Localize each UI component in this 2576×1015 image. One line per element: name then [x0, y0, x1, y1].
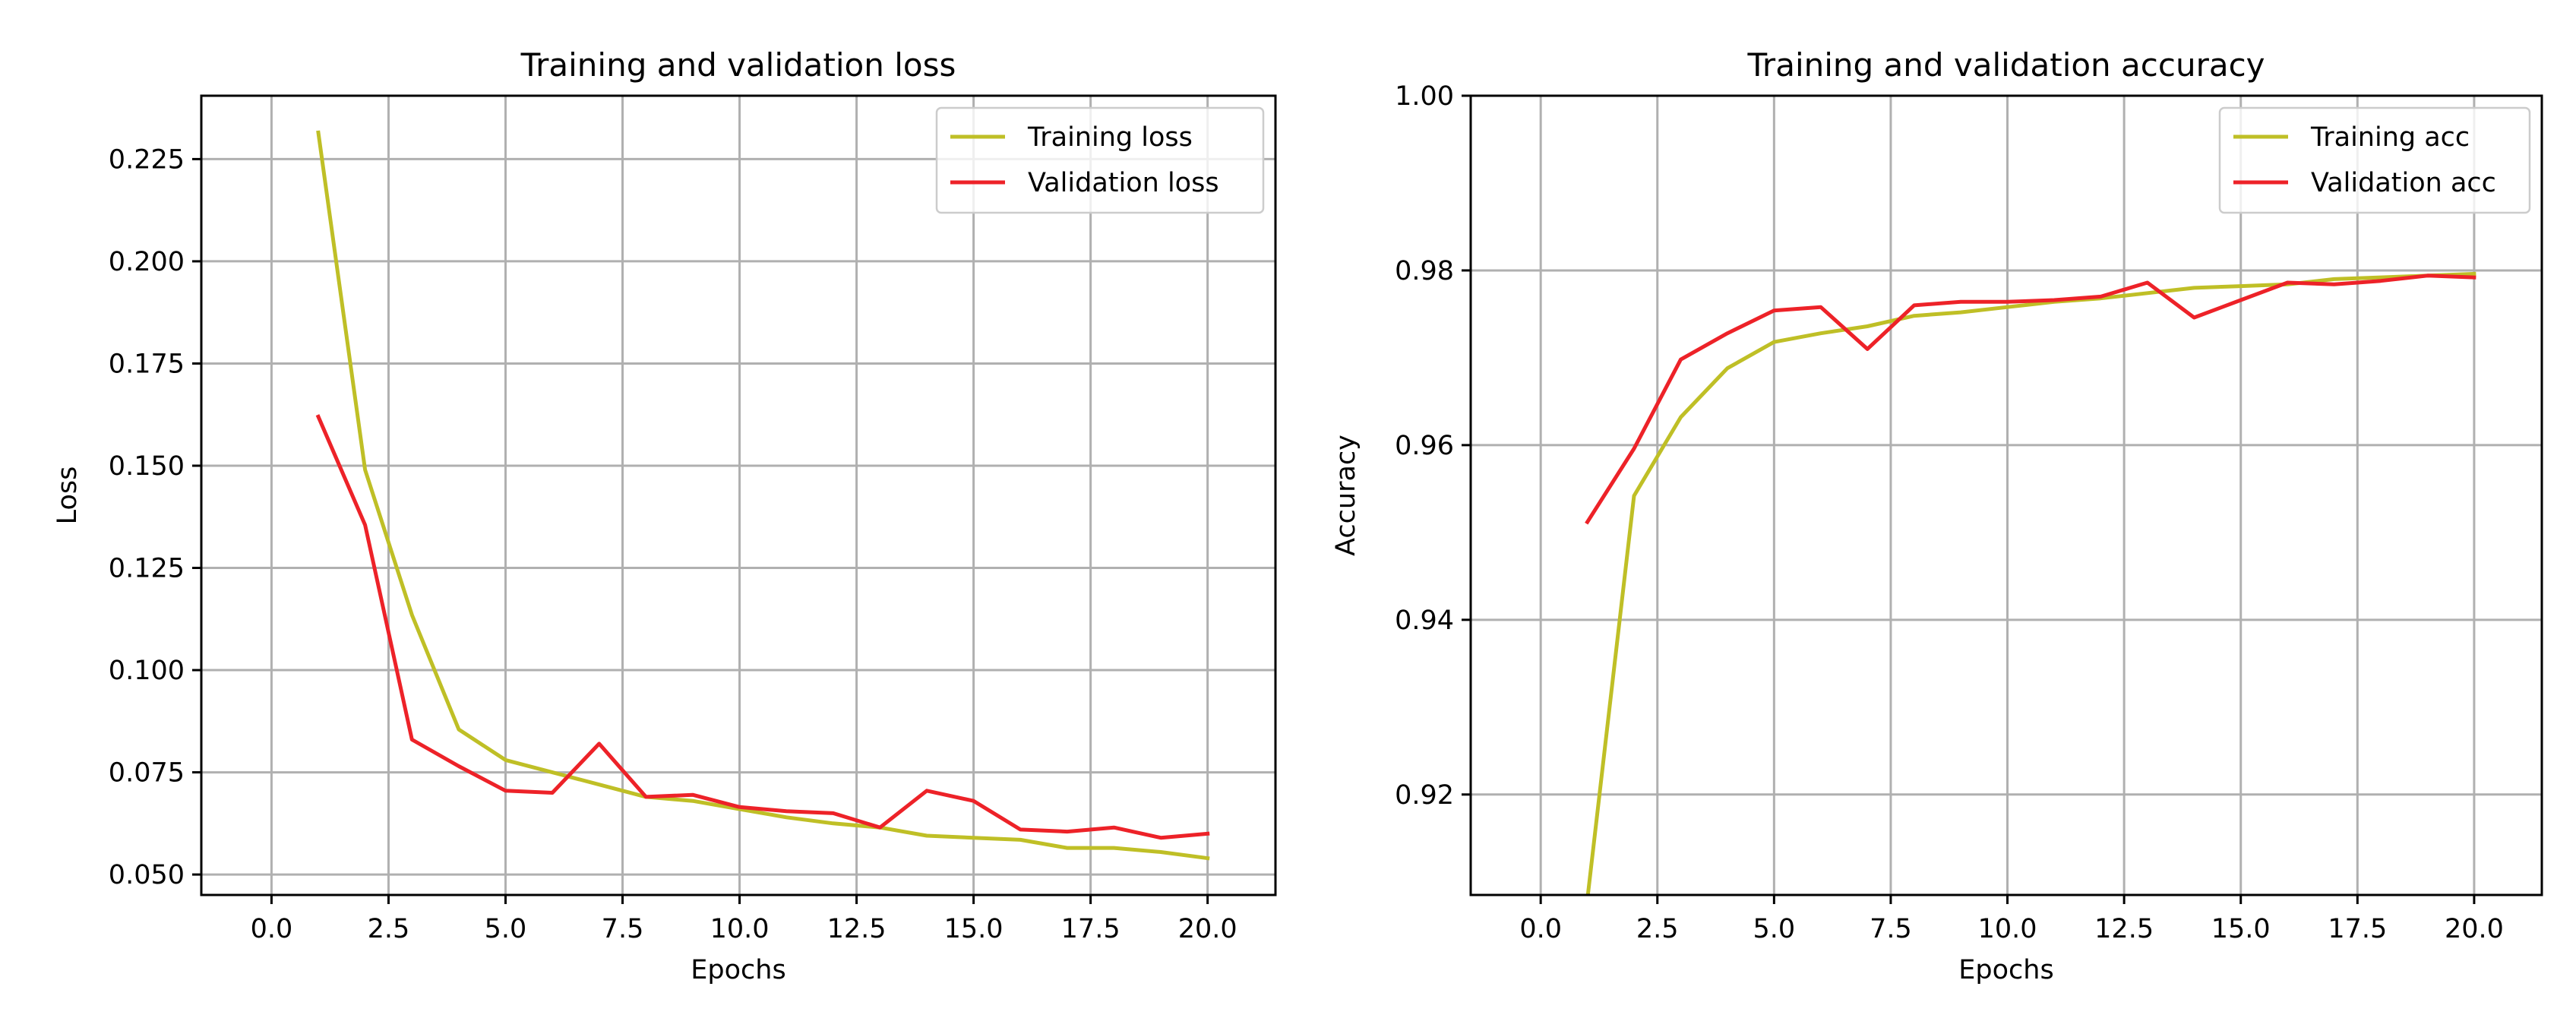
- y-tick-label: 0.175: [109, 349, 185, 379]
- chart-2: 0.0 2.5 5.0 7.5 10.0 12.5 15.0 17.5 20.0 0.92 0.94…: [1331, 46, 2543, 985]
- x-tick-label: 20.0: [1178, 914, 1237, 944]
- x-tick-label: 0.0: [251, 914, 293, 944]
- x-tick-label: 7.5: [1870, 914, 1912, 944]
- legend-label-validation-acc: Validation acc: [2311, 168, 2496, 198]
- y-tick-label: 0.96: [1395, 431, 1454, 461]
- plot-frame: [1469, 94, 2543, 896]
- series-line-validation-loss: [315, 414, 1210, 840]
- x-tick-label: 2.5: [1636, 914, 1679, 944]
- series-line-training-loss: [316, 130, 1210, 861]
- x-tick-label: 10.0: [710, 914, 770, 944]
- x-tick-label: 12.5: [2094, 914, 2154, 944]
- series-line-validation-acc: [1585, 274, 2476, 525]
- x-tick-label: 0.0: [1519, 914, 1562, 944]
- x-tick-label: 17.5: [1061, 914, 1120, 944]
- x-tick-label: 5.0: [485, 914, 527, 944]
- x-tick-label: 2.5: [368, 914, 410, 944]
- y-tick-label: 0.98: [1395, 256, 1454, 286]
- legend: Training acc Validation acc: [2218, 106, 2531, 214]
- y-tick-label: 0.075: [109, 758, 185, 789]
- y-tick-label: 0.050: [109, 860, 185, 890]
- x-tick-label: 15.0: [2211, 914, 2271, 944]
- x-tick-label: 20.0: [2445, 914, 2504, 944]
- y-axis-label: Loss: [52, 466, 83, 525]
- legend-label-training-loss: Training loss: [1027, 122, 1193, 153]
- x-tick-label: 7.5: [602, 914, 644, 944]
- y-tick-label: 0.100: [109, 656, 185, 686]
- legend-label-validation-loss: Validation loss: [1028, 168, 1219, 198]
- x-tick-label: 10.0: [1978, 914, 2037, 944]
- legend: Training loss Validation loss: [935, 106, 1265, 214]
- legend-box: [2218, 106, 2531, 214]
- x-axis-label: Epochs: [691, 955, 785, 985]
- series-line-training-acc: [1585, 271, 2476, 895]
- y-tick-label: 0.150: [109, 451, 185, 482]
- x-axis-label: Epochs: [1958, 955, 2053, 985]
- y-tick-label: 0.200: [109, 247, 185, 277]
- legend-label-training-acc: Training acc: [2310, 122, 2470, 153]
- x-tick-label: 15.0: [944, 914, 1004, 944]
- chart-title: Training and validation loss: [520, 46, 956, 84]
- chart-1: 0.0 2.5 5.0 7.5 10.0 12.5 15.0 17.5 20.0 0.050 0.0…: [52, 46, 1277, 985]
- plot-frame: [200, 94, 1277, 896]
- y-tick-label: 0.225: [109, 144, 185, 175]
- chart-title: Training and validation accuracy: [1746, 46, 2265, 84]
- y-tick-label: 1.00: [1395, 81, 1454, 112]
- x-tick-label: 12.5: [827, 914, 887, 944]
- y-axis-label: Accuracy: [1331, 435, 1361, 556]
- y-tick-label: 0.92: [1395, 780, 1454, 811]
- y-tick-label: 0.94: [1395, 606, 1454, 636]
- x-tick-label: 5.0: [1753, 914, 1796, 944]
- x-tick-label: 17.5: [2328, 914, 2387, 944]
- legend-box: [935, 106, 1265, 214]
- y-tick-label: 0.125: [109, 554, 185, 584]
